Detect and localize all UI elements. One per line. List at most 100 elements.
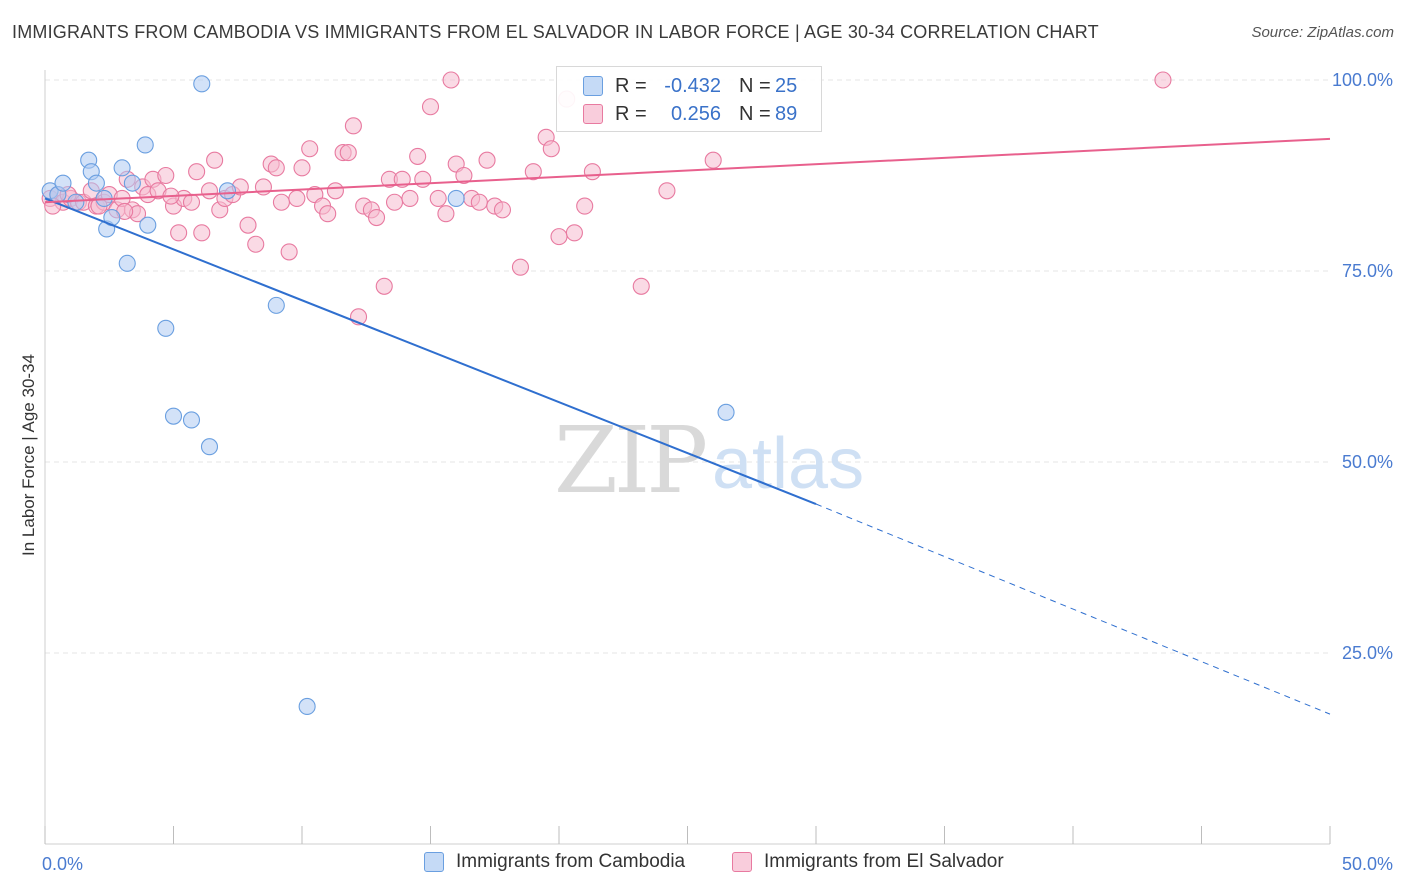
legend-swatch-cambodia — [583, 76, 603, 96]
watermark-zip: ZIP — [554, 407, 705, 514]
trend-lines — [44, 137, 1331, 715]
el-salvador-point — [157, 166, 175, 185]
el-salvador-point — [511, 258, 530, 276]
cambodia-trend-line — [44, 197, 817, 505]
el-salvador-point — [493, 201, 512, 219]
el-salvador-point — [375, 277, 393, 295]
cambodia-point — [267, 296, 285, 314]
bottom-legend-label-cambodia: Immigrants from Cambodia — [456, 851, 686, 872]
legend-row-el-salvador: R = 0.256 N = 89 — [557, 100, 797, 128]
el-salvador-point — [170, 224, 188, 242]
el-salvador-point — [326, 182, 344, 200]
el-salvador-point — [455, 166, 473, 185]
el-salvador-point — [367, 208, 386, 227]
el-salvador-point — [421, 98, 440, 116]
el-salvador-point — [658, 182, 676, 200]
el-salvador-point — [583, 163, 601, 181]
el-salvador-point — [409, 147, 427, 165]
cambodia-trend-line-extension — [815, 503, 1331, 715]
cambodia-point — [139, 216, 157, 234]
legend-row-cambodia: R = -0.432 N = 25 — [557, 72, 797, 100]
el-salvador-point — [576, 197, 594, 215]
el-salvador-point — [414, 170, 432, 188]
cambodia-point — [298, 697, 316, 716]
el-salvador-point — [267, 159, 285, 177]
el-salvador-point — [1154, 71, 1172, 89]
y-axis-label: In Labor Force | Age 30-34 — [19, 354, 38, 556]
el-salvador-point — [524, 163, 542, 181]
gridlines — [45, 79, 1330, 654]
el-salvador-point — [272, 193, 290, 211]
legend-n-value-el-salvador: 89 — [775, 102, 798, 125]
legend-r-label: R = — [615, 102, 647, 125]
bottom-legend-label-el-salvador: Immigrants from El Salvador — [764, 851, 1004, 872]
x-tick-label: 50.0% — [1342, 854, 1393, 874]
el-salvador-point — [293, 159, 311, 177]
y-tick-label: 75.0% — [1342, 261, 1393, 281]
cambodia-point — [717, 403, 735, 421]
legend-swatch-el-salvador — [583, 104, 603, 124]
y-tick-label: 100.0% — [1332, 70, 1393, 90]
el-salvador-point — [206, 151, 224, 169]
cambodia-point — [123, 174, 141, 192]
el-salvador-point — [442, 71, 460, 89]
el-salvador-point — [193, 224, 211, 242]
data-points — [41, 71, 1172, 716]
el-salvador-point — [319, 205, 337, 223]
tick-labels: 25.0% 50.0% 75.0% 100.0% 0.0% 50.0% — [42, 70, 1393, 874]
watermark-atlas: atlas — [712, 424, 864, 504]
cambodia-point — [447, 189, 465, 207]
bottom-legend-el-salvador: Immigrants from El Salvador — [732, 851, 1004, 873]
legend-r-value-el-salvador: 0.256 — [670, 102, 721, 125]
el-salvador-point — [280, 243, 298, 261]
el-salvador-point — [437, 205, 455, 223]
cambodia-point — [87, 174, 105, 192]
cambodia-point — [157, 319, 175, 337]
y-tick-label: 50.0% — [1342, 452, 1393, 472]
watermark: ZIP atlas — [554, 407, 864, 514]
el-salvador-trend-line — [44, 137, 1331, 204]
el-salvador-point — [470, 193, 488, 211]
cambodia-point — [113, 159, 131, 177]
legend-n-value-cambodia: 25 — [775, 74, 798, 97]
el-salvador-point — [239, 216, 257, 234]
el-salvador-point — [401, 189, 419, 207]
cambodia-point — [218, 182, 237, 200]
el-salvador-point — [188, 163, 206, 181]
el-salvador-point — [385, 193, 404, 211]
el-salvador-point — [200, 182, 219, 200]
chart-source: Source: ZipAtlas.com — [1251, 24, 1394, 41]
el-salvador-point — [478, 151, 496, 169]
el-salvador-point — [429, 189, 447, 207]
cambodia-point — [164, 407, 183, 425]
el-salvador-point — [632, 277, 650, 295]
cambodia-point — [136, 136, 154, 154]
legend-r-value-cambodia: -0.432 — [664, 74, 721, 97]
el-salvador-point — [339, 144, 357, 162]
el-salvador-point — [542, 140, 560, 158]
el-salvador-point — [288, 189, 306, 207]
el-salvador-point — [393, 170, 411, 188]
cambodia-point — [54, 174, 72, 192]
bottom-legend-swatch-el-salvador — [732, 852, 752, 872]
el-salvador-point — [247, 235, 265, 253]
chart-title: IMMIGRANTS FROM CAMBODIA VS IMMIGRANTS F… — [12, 22, 1099, 42]
legend-n-label: N = — [739, 74, 771, 97]
legend-n-label: N = — [739, 102, 771, 125]
el-salvador-point — [344, 117, 362, 135]
bottom-legend-swatch-cambodia — [424, 852, 444, 872]
cambodia-point — [182, 411, 201, 429]
cambodia-point — [118, 254, 136, 272]
el-salvador-point — [704, 151, 722, 169]
el-salvador-point — [565, 224, 583, 242]
legend-r-label: R = — [615, 74, 647, 97]
y-tick-label: 25.0% — [1342, 643, 1393, 663]
x-tick-label: 0.0% — [42, 854, 83, 874]
cambodia-point — [200, 438, 219, 456]
bottom-legend-cambodia: Immigrants from Cambodia — [424, 851, 685, 873]
cambodia-point — [193, 75, 211, 93]
el-salvador-point — [550, 228, 568, 246]
el-salvador-point — [182, 193, 201, 211]
el-salvador-point — [301, 140, 319, 158]
